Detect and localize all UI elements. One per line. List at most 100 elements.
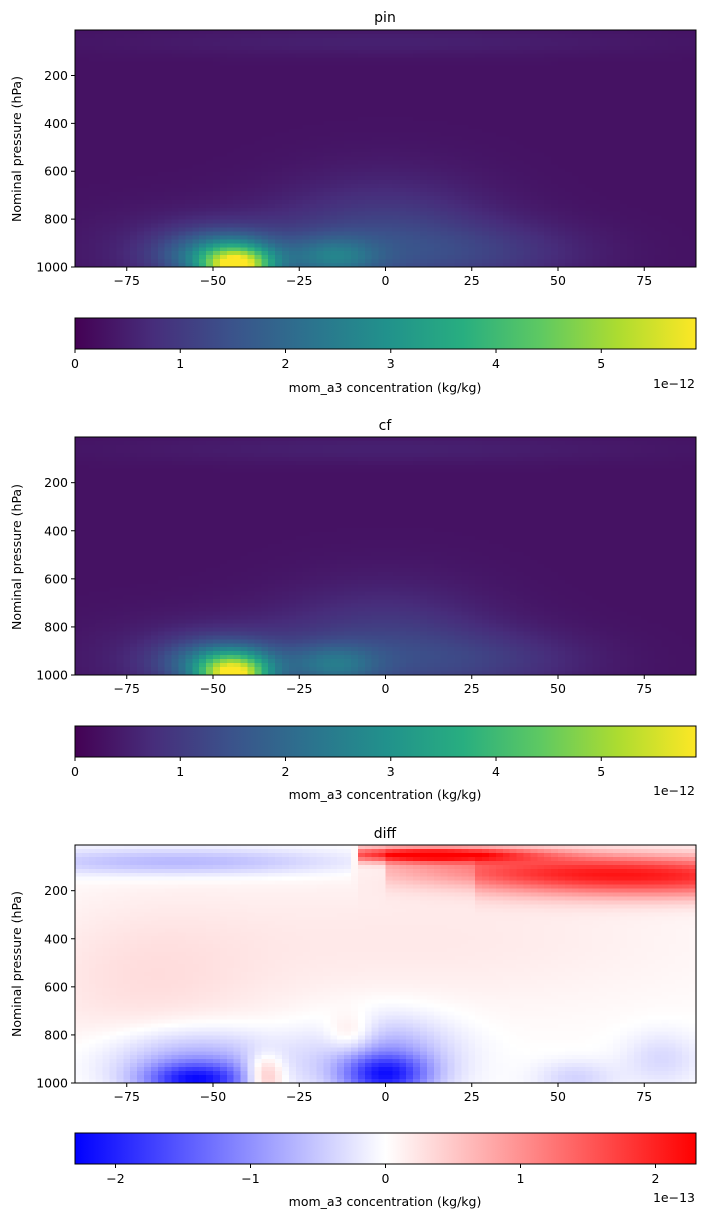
heatmap-cell xyxy=(247,195,255,201)
heatmap-cell xyxy=(351,203,359,209)
heatmap-cell xyxy=(123,195,131,201)
heatmap-cell xyxy=(261,136,269,142)
heatmap-cell xyxy=(682,223,690,229)
heatmap-cell xyxy=(261,168,269,173)
heatmap-cell xyxy=(316,152,324,157)
heatmap-cell xyxy=(81,61,90,67)
heatmap-cell xyxy=(109,97,117,102)
heatmap-cell xyxy=(606,81,614,86)
heatmap-cell xyxy=(551,132,559,138)
heatmap-cell xyxy=(137,239,145,244)
heatmap-cell xyxy=(585,184,594,189)
heatmap-cell xyxy=(130,65,138,71)
heatmap-cell xyxy=(413,53,421,59)
heatmap-cell xyxy=(592,73,600,78)
heatmap-cell xyxy=(399,69,407,75)
heatmap-cell xyxy=(489,180,497,185)
heatmap-cell xyxy=(233,160,242,165)
heatmap-cell xyxy=(551,164,559,169)
heatmap-cell xyxy=(509,116,518,122)
heatmap-cell xyxy=(606,215,614,221)
heatmap-cell xyxy=(640,144,649,150)
heatmap-cell xyxy=(461,195,469,201)
heatmap-cell xyxy=(682,89,690,94)
heatmap-cell xyxy=(171,199,180,205)
heatmap-cell xyxy=(226,156,235,161)
heatmap-cell xyxy=(130,132,138,138)
heatmap-cell xyxy=(219,239,228,244)
heatmap-cell xyxy=(426,207,435,213)
heatmap-cell xyxy=(123,219,131,225)
heatmap-cell xyxy=(282,144,290,150)
heatmap-cell xyxy=(309,45,318,51)
heatmap-cell xyxy=(468,41,476,47)
heatmap-cell xyxy=(682,195,690,201)
heatmap-cell xyxy=(654,195,663,201)
heatmap-cell xyxy=(495,211,504,217)
heatmap-cell xyxy=(309,132,318,138)
heatmap-cell xyxy=(482,148,490,154)
heatmap-cell xyxy=(233,235,242,240)
heatmap-cell xyxy=(164,89,173,94)
heatmap-cell xyxy=(268,132,276,138)
heatmap-cell xyxy=(385,45,393,51)
heatmap-cell xyxy=(144,49,152,55)
heatmap-cell xyxy=(330,195,338,201)
heatmap-cell xyxy=(413,215,421,221)
heatmap-cell xyxy=(523,41,531,47)
heatmap-cell xyxy=(157,156,166,161)
heatmap-cell xyxy=(226,73,235,78)
heatmap-cell xyxy=(157,124,166,130)
heatmap-cell xyxy=(523,152,531,157)
heatmap-cell xyxy=(185,243,193,248)
heatmap-cell xyxy=(420,33,428,39)
heatmap-cell xyxy=(558,219,566,225)
heatmap-cell xyxy=(689,203,697,209)
heatmap-cell xyxy=(482,120,490,126)
heatmap-cell xyxy=(247,160,255,165)
heatmap-cell xyxy=(357,180,366,185)
heatmap-cell xyxy=(88,53,97,59)
heatmap-cell xyxy=(509,69,518,75)
heatmap-cell xyxy=(206,215,214,221)
heatmap-cell xyxy=(620,57,628,63)
heatmap-cell xyxy=(337,109,345,114)
heatmap-cell xyxy=(392,180,400,185)
heatmap-cell xyxy=(344,219,352,225)
heatmap-cell xyxy=(330,152,338,157)
heatmap-cell xyxy=(171,223,180,229)
heatmap-cell xyxy=(468,33,476,39)
heatmap-cell xyxy=(482,73,490,78)
heatmap-cell xyxy=(509,33,518,39)
heatmap-cell xyxy=(558,207,566,213)
heatmap-cell xyxy=(371,195,380,201)
heatmap-cell xyxy=(468,203,476,209)
heatmap-cell xyxy=(495,176,504,181)
heatmap-cell xyxy=(661,73,669,78)
heatmap-cell xyxy=(254,215,262,221)
heatmap-cell xyxy=(130,203,138,209)
heatmap-cell xyxy=(420,211,428,217)
heatmap-cell xyxy=(620,97,628,102)
heatmap-cell xyxy=(261,215,269,221)
heatmap-cell xyxy=(88,45,97,51)
heatmap-cell xyxy=(406,49,414,55)
heatmap-cell xyxy=(371,164,380,169)
heatmap-cell xyxy=(454,219,462,225)
heatmap-cell xyxy=(268,97,276,102)
heatmap-cell xyxy=(282,203,290,209)
heatmap-cell xyxy=(206,223,214,229)
heatmap-cell xyxy=(682,235,690,240)
heatmap-cell xyxy=(268,53,276,59)
heatmap-cell xyxy=(344,97,352,102)
heatmap-cell xyxy=(620,53,628,59)
heatmap-cell xyxy=(137,235,145,240)
heatmap-cell xyxy=(254,101,262,106)
heatmap-cell xyxy=(206,105,214,110)
heatmap-cell xyxy=(482,109,490,114)
heatmap-cell xyxy=(116,191,124,197)
heatmap-cell xyxy=(392,65,400,71)
heatmap-cell xyxy=(261,120,269,126)
heatmap-cell xyxy=(206,112,214,118)
heatmap-cell xyxy=(675,77,683,82)
